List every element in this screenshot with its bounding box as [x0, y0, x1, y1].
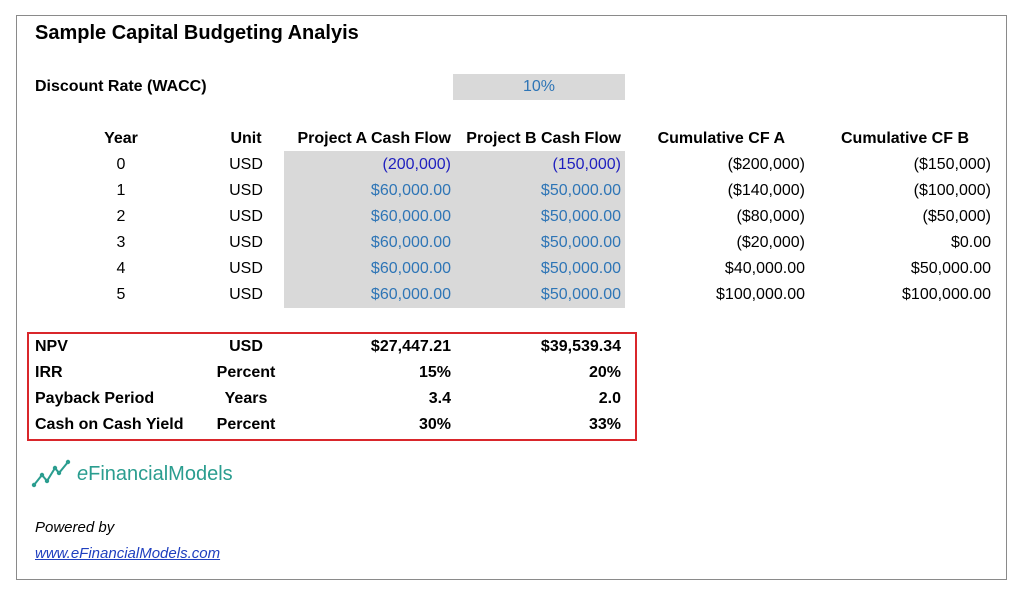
row-year: 4: [116, 260, 126, 277]
metric-unit: USD: [229, 338, 263, 355]
metric-value-a: 3.4: [428, 390, 451, 407]
row-cum-b: ($150,000): [913, 156, 991, 173]
row-unit: USD: [229, 208, 263, 225]
row-cum-a: ($80,000): [736, 208, 806, 225]
row-project-a[interactable]: $60,000.00: [370, 260, 451, 277]
row-project-a[interactable]: $60,000.00: [370, 182, 451, 199]
row-cum-b: ($50,000): [922, 208, 992, 225]
row-project-a[interactable]: $60,000.00: [370, 286, 451, 303]
row-project-b[interactable]: $50,000.00: [540, 286, 621, 303]
metric-value-b: 20%: [588, 364, 621, 381]
row-cum-b: $0.00: [950, 234, 991, 251]
metric-label-irr: IRR: [35, 364, 63, 381]
trend-line-icon: [31, 459, 71, 488]
efinancialmodels-logo: eFinancialModels: [31, 459, 233, 489]
cash-flow-input-area: [284, 151, 625, 308]
metric-unit: Percent: [216, 416, 276, 433]
metric-value-a: $27,447.21: [370, 338, 451, 355]
row-cum-b: $100,000.00: [902, 286, 991, 303]
row-cum-b: ($100,000): [913, 182, 991, 199]
header-unit: Unit: [230, 130, 262, 147]
logo-wordmark: FinancialModels: [88, 462, 233, 485]
discount-rate-value[interactable]: 10%: [522, 78, 556, 95]
row-year: 0: [116, 156, 126, 173]
metric-label-payback: Payback Period: [35, 390, 155, 407]
spreadsheet: Sample Capital Budgeting Analyis Discoun…: [16, 15, 1007, 580]
row-unit: USD: [229, 234, 263, 251]
metric-value-a: 30%: [418, 416, 451, 433]
logo-e: e: [77, 462, 89, 485]
metric-unit: Years: [224, 390, 268, 407]
header-project-a: Project A Cash Flow: [297, 130, 451, 147]
row-project-b[interactable]: $50,000.00: [540, 182, 621, 199]
row-project-b[interactable]: (150,000): [552, 156, 622, 173]
website-link[interactable]: www.eFinancialModels.com: [35, 545, 221, 562]
row-unit: USD: [229, 260, 263, 277]
header-cum-a: Cumulative CF A: [657, 130, 785, 147]
header-cum-b: Cumulative CF B: [840, 130, 969, 147]
row-project-b[interactable]: $50,000.00: [540, 234, 621, 251]
row-year: 2: [116, 208, 126, 225]
row-project-a[interactable]: $60,000.00: [370, 234, 451, 251]
results-highlight-box: [27, 332, 637, 441]
metric-value-b: 33%: [588, 416, 621, 433]
metric-value-b: 2.0: [598, 390, 621, 407]
powered-by-text: Powered by: [35, 519, 115, 536]
discount-rate-cell[interactable]: [453, 74, 625, 100]
row-project-a[interactable]: (200,000): [382, 156, 452, 173]
row-cum-a: ($20,000): [736, 234, 806, 251]
row-project-b[interactable]: $50,000.00: [540, 260, 621, 277]
metric-label-npv: NPV: [35, 338, 68, 355]
row-project-a[interactable]: $60,000.00: [370, 208, 451, 225]
metric-value-a: 15%: [418, 364, 451, 381]
row-project-b[interactable]: $50,000.00: [540, 208, 621, 225]
row-unit: USD: [229, 182, 263, 199]
header-year: Year: [104, 130, 138, 147]
row-unit: USD: [229, 286, 263, 303]
page-title: Sample Capital Budgeting Analyis: [35, 22, 359, 44]
discount-rate-label: Discount Rate (WACC): [35, 78, 207, 95]
row-cum-a: $40,000.00: [724, 260, 805, 277]
metric-value-b: $39,539.34: [540, 338, 621, 355]
row-unit: USD: [229, 156, 263, 173]
row-year: 5: [116, 286, 126, 303]
row-cum-a: ($200,000): [727, 156, 805, 173]
row-year: 1: [116, 182, 126, 199]
metric-label-coc-yield: Cash on Cash Yield: [35, 416, 184, 433]
header-project-b: Project B Cash Flow: [466, 130, 621, 147]
row-cum-a: ($140,000): [727, 182, 805, 199]
row-year: 3: [116, 234, 126, 251]
row-cum-a: $100,000.00: [716, 286, 805, 303]
row-cum-b: $50,000.00: [910, 260, 991, 277]
metric-unit: Percent: [216, 364, 276, 381]
